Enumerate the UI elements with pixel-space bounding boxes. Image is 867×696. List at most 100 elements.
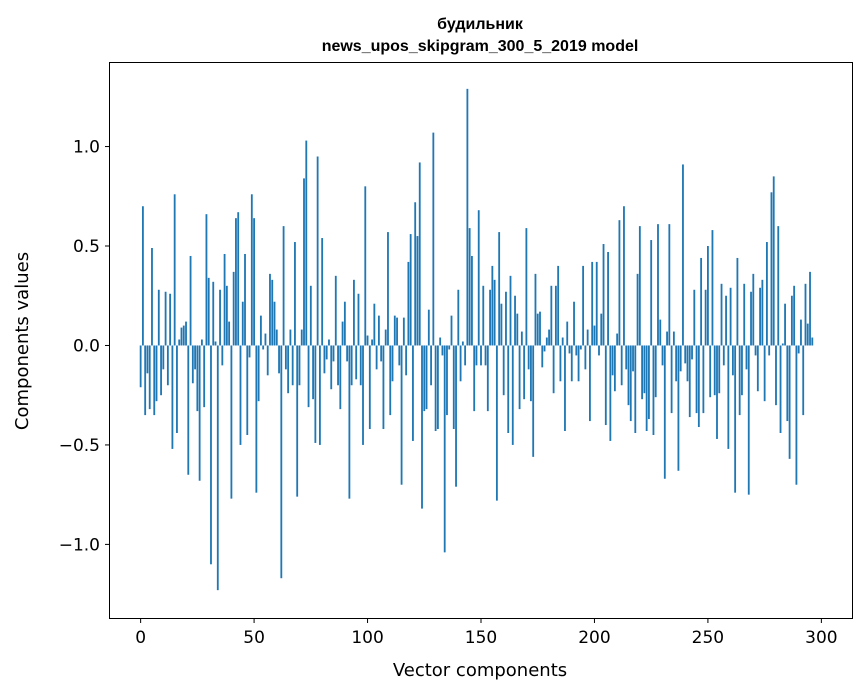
bar [380,345,383,362]
bar [709,345,712,398]
bar [239,345,242,445]
bar [439,337,442,346]
bar [741,345,743,396]
bar [255,345,258,493]
bar [790,295,793,346]
bar [507,345,510,433]
bar [811,337,814,346]
bar [402,317,405,346]
bar [802,345,805,416]
bar [675,345,678,382]
x-tick-label: 100 [351,628,383,648]
bar [353,279,355,346]
x-tick-label: 300 [805,628,837,648]
bar [350,345,353,386]
bar [486,345,489,412]
bar [534,273,537,346]
bar [328,339,330,346]
y-tick-label: 0.0 [73,336,100,356]
bar [718,345,721,394]
bar [539,311,541,346]
bar [235,218,237,346]
bar [368,345,371,430]
bar [520,331,523,346]
bar [652,345,655,435]
x-tick-label: 200 [578,628,610,648]
bar [781,343,784,346]
bar [210,345,212,565]
bar [262,345,265,350]
bar [162,345,165,370]
bar [804,283,807,346]
bar [436,345,439,430]
bar [682,164,684,346]
bar [151,248,153,346]
bar [600,313,603,346]
bar [248,345,251,358]
bar [475,345,478,366]
bar [180,327,183,346]
bar [663,345,666,479]
bar [493,279,496,346]
bar [800,319,802,346]
bar [489,289,491,346]
bar [552,345,555,394]
bar [722,345,725,366]
bar [598,345,600,356]
bar [632,345,634,372]
bar [182,325,185,346]
bar [278,345,280,374]
bar [618,220,621,346]
bar [289,329,292,346]
bar [185,321,187,346]
bar [203,345,206,408]
bar [459,345,462,382]
x-tick-label: 250 [692,628,724,648]
bar [157,289,160,346]
bar [309,285,312,346]
bar [375,345,378,370]
bar [441,345,444,356]
bar [645,345,648,432]
bar [768,345,771,356]
bar [434,345,437,432]
bar [173,194,176,346]
bar [670,345,673,414]
bar [418,162,421,346]
bar [425,345,428,410]
bar [657,224,659,346]
bar [166,345,169,386]
bar [221,345,224,366]
bar [557,265,560,346]
bar [550,285,553,346]
bar [648,345,650,420]
bar [391,345,394,382]
bar [661,345,664,366]
bar [321,238,324,346]
bar [312,345,314,400]
bar [323,345,326,374]
bar [455,345,457,487]
bar [668,224,671,346]
bar [461,341,464,346]
bar [763,345,766,402]
bar [491,265,494,346]
bar [750,291,752,346]
bar [146,345,149,374]
bar [650,240,653,346]
bar [275,329,278,346]
bar [716,345,718,439]
bar [602,244,605,346]
bar [214,341,217,346]
bar [384,329,387,346]
bar [343,301,346,346]
x-axis-label: Vector components [393,660,567,681]
bar [393,315,396,346]
bar [377,315,380,346]
bar [759,287,762,346]
bar [414,202,417,346]
bar [788,345,791,459]
bar [341,321,344,346]
bar [362,345,364,445]
bar [591,261,594,346]
